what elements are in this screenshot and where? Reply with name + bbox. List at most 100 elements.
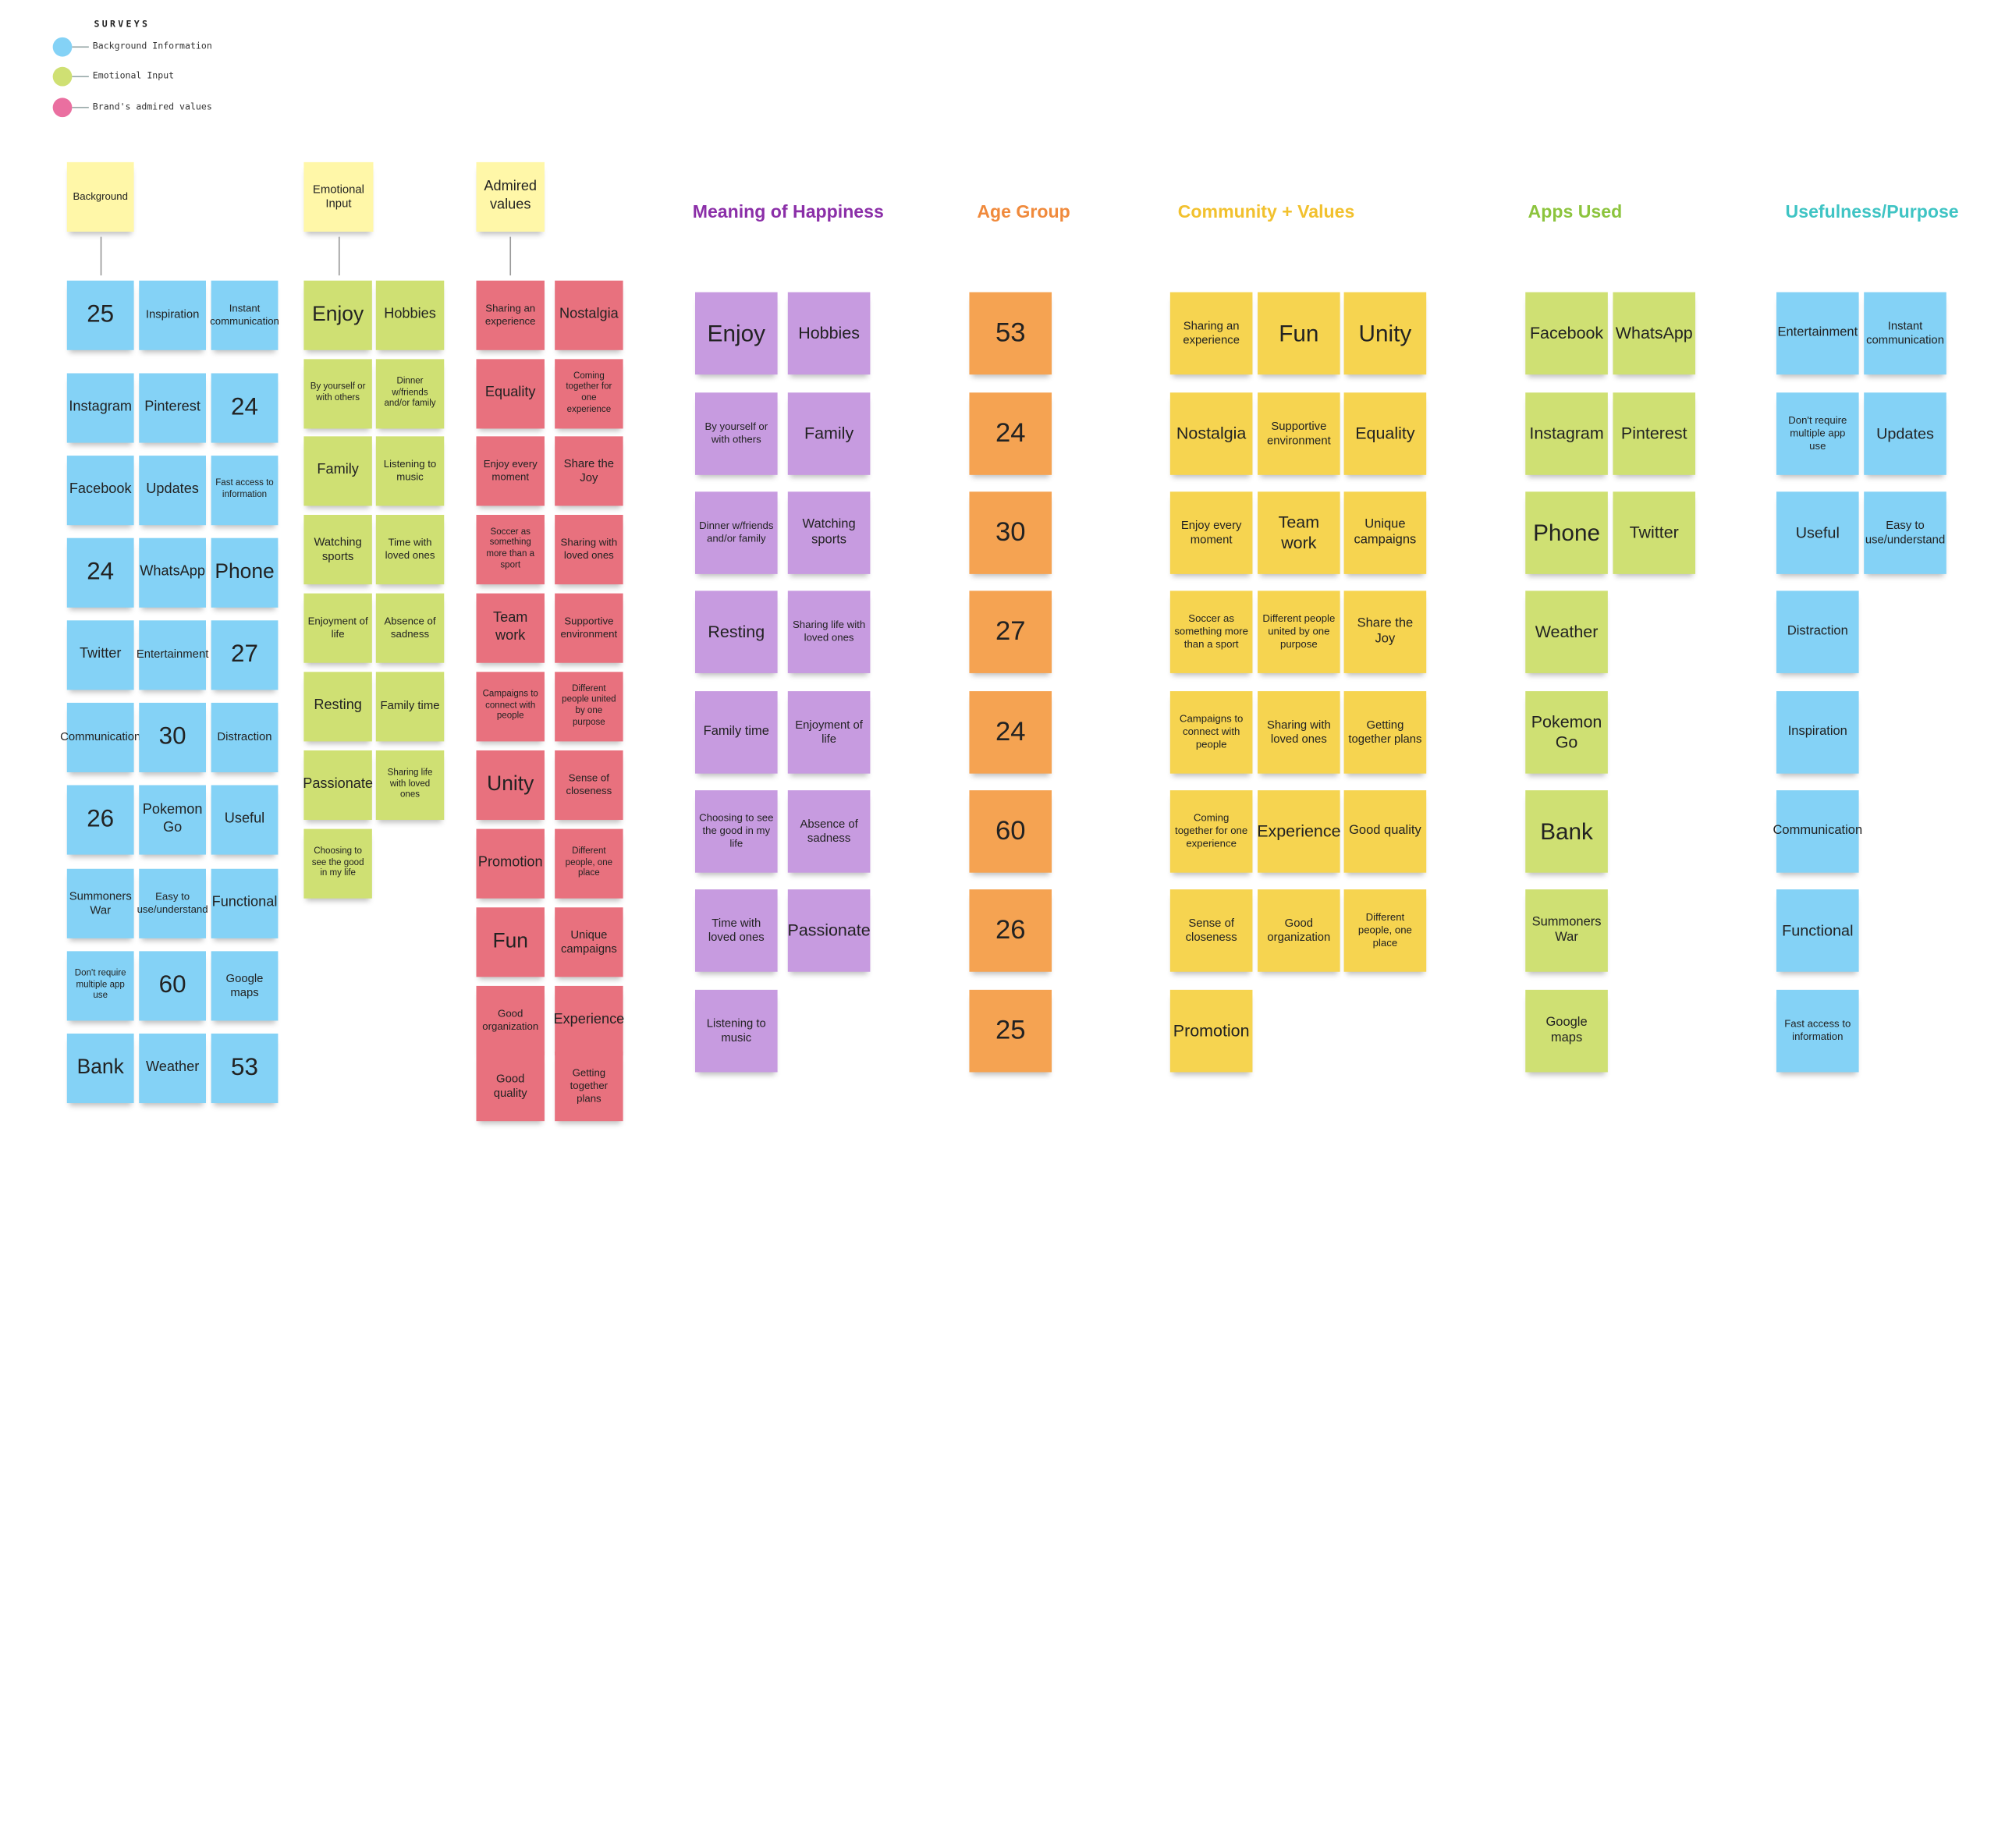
sticky-note[interactable]: 25 [66, 280, 134, 350]
sticky-note[interactable]: Communication [60, 702, 140, 772]
sticky-note[interactable]: Sense of closeness [1169, 889, 1253, 972]
sticky-note[interactable]: Team work [1258, 491, 1340, 574]
sticky-note[interactable]: Team work [476, 593, 545, 663]
sticky-note[interactable]: Summoners War [66, 868, 134, 938]
sticky-note[interactable]: Campaigns to connect with people [1169, 691, 1253, 774]
sticky-note[interactable]: Inspiration [1776, 691, 1859, 774]
sticky-note[interactable]: Watching sports [787, 491, 871, 574]
sticky-note[interactable]: WhatsApp [139, 537, 206, 608]
sticky-note[interactable]: Functional [1776, 889, 1859, 972]
sticky-note[interactable]: Enjoy [695, 292, 778, 375]
sticky-note[interactable]: Good organization [476, 985, 545, 1055]
sticky-note[interactable]: Equality [476, 359, 545, 429]
sticky-note[interactable]: Instagram [1525, 392, 1608, 475]
sticky-note[interactable]: Sharing with loved ones [1258, 691, 1340, 774]
sticky-note[interactable]: Don't require multiple app use [1776, 392, 1859, 475]
sticky-note[interactable]: Functional [211, 868, 279, 938]
sticky-note[interactable]: Sharing with loved ones [555, 515, 623, 585]
sticky-note[interactable]: Different people, one place [1343, 889, 1427, 972]
sticky-note[interactable]: Coming together for one experience [1169, 790, 1253, 873]
sticky-note[interactable]: Pokemon Go [139, 785, 206, 855]
sticky-note[interactable]: Resting [303, 672, 372, 742]
sticky-note[interactable]: Easy to use/understand [137, 868, 208, 938]
sticky-note[interactable]: Instagram [66, 373, 134, 443]
sticky-note[interactable]: Passionate [788, 889, 871, 972]
sticky-note[interactable]: Useful [211, 785, 279, 855]
sticky-note[interactable]: 30 [139, 702, 206, 772]
category-note-emotional[interactable]: Emotional Input [303, 161, 374, 232]
sticky-note[interactable]: Time with loved ones [375, 515, 445, 585]
sticky-note[interactable]: Instant communication [1864, 292, 1946, 375]
sticky-note[interactable]: Useful [1776, 491, 1859, 574]
sticky-note[interactable]: 60 [969, 790, 1052, 873]
sticky-note[interactable]: Family [787, 392, 871, 475]
sticky-note[interactable]: Google maps [211, 951, 279, 1021]
sticky-note[interactable]: Experience [1257, 790, 1341, 873]
sticky-note[interactable]: 53 [969, 292, 1052, 375]
sticky-note[interactable]: Twitter [1613, 491, 1696, 574]
sticky-note[interactable]: Unity [1343, 292, 1427, 375]
sticky-note[interactable]: Enjoy [303, 280, 372, 350]
sticky-note[interactable]: Choosing to see the good in my life [695, 790, 778, 873]
sticky-note[interactable]: Enjoyment of life [787, 691, 871, 774]
sticky-note[interactable]: Instant communication [210, 280, 279, 350]
sticky-note[interactable]: Sharing an experience [1169, 292, 1253, 375]
sticky-note[interactable]: Facebook [1525, 292, 1608, 375]
sticky-note[interactable]: Absence of sadness [375, 593, 445, 663]
sticky-note[interactable]: Passionate [303, 750, 373, 821]
sticky-note[interactable]: Google maps [1525, 989, 1608, 1073]
sticky-note[interactable]: WhatsApp [1613, 292, 1696, 375]
sticky-note[interactable]: Share the Joy [555, 436, 623, 506]
sticky-note[interactable]: Time with loved ones [695, 889, 778, 972]
sticky-note[interactable]: Promotion [1169, 989, 1253, 1073]
sticky-note[interactable]: Pokemon Go [1525, 691, 1608, 774]
sticky-note[interactable]: Getting together plans [1343, 691, 1427, 774]
sticky-note[interactable]: Inspiration [139, 280, 206, 350]
sticky-note[interactable]: Sharing an experience [476, 280, 545, 350]
sticky-note[interactable]: Supportive environment [555, 593, 623, 663]
sticky-note[interactable]: Fast access to information [1776, 989, 1859, 1073]
sticky-note[interactable]: 24 [66, 537, 134, 608]
sticky-note[interactable]: Entertainment [137, 620, 208, 690]
sticky-note[interactable]: Twitter [66, 620, 134, 690]
sticky-note[interactable]: Updates [139, 456, 206, 526]
sticky-note[interactable]: Soccer as something more than a sport [476, 515, 545, 585]
sticky-note[interactable]: Absence of sadness [787, 790, 871, 873]
sticky-note[interactable]: Summoners War [1525, 889, 1608, 972]
sticky-note[interactable]: Phone [211, 537, 279, 608]
sticky-note[interactable]: Watching sports [303, 515, 372, 585]
sticky-note[interactable]: Updates [1864, 392, 1946, 475]
sticky-note[interactable]: Distraction [211, 702, 279, 772]
sticky-note[interactable]: 60 [139, 951, 206, 1021]
sticky-note[interactable]: Choosing to see the good in my life [303, 828, 372, 899]
sticky-note[interactable]: By yourself or with others [303, 359, 372, 429]
sticky-note[interactable]: Don't require multiple app use [66, 951, 134, 1021]
sticky-note[interactable]: Sharing life with loved ones [787, 591, 871, 673]
sticky-note[interactable]: Coming together for one experience [555, 359, 623, 429]
sticky-note[interactable]: Hobbies [375, 280, 445, 350]
sticky-note[interactable]: Soccer as something more than a sport [1169, 591, 1253, 673]
sticky-note[interactable]: Supportive environment [1258, 392, 1340, 475]
sticky-note[interactable]: Good quality [1343, 790, 1427, 873]
sticky-note[interactable]: Family [303, 436, 372, 506]
sticky-note[interactable]: 24 [969, 392, 1052, 475]
sticky-note[interactable]: 24 [211, 373, 279, 443]
sticky-note[interactable]: Unity [476, 750, 545, 821]
sticky-note[interactable]: Unique campaigns [1343, 491, 1427, 574]
sticky-note[interactable]: Fun [1258, 292, 1340, 375]
sticky-note[interactable]: By yourself or with others [695, 392, 778, 475]
sticky-note[interactable]: Equality [1343, 392, 1427, 475]
sticky-note[interactable]: Entertainment [1776, 292, 1859, 375]
sticky-note[interactable]: Family time [375, 672, 445, 742]
sticky-note[interactable]: Different people united by one purpose [555, 672, 623, 742]
sticky-note[interactable]: 30 [969, 491, 1052, 574]
sticky-note[interactable]: Campaigns to connect with people [476, 672, 545, 742]
sticky-note[interactable]: Different people united by one purpose [1258, 591, 1340, 673]
sticky-note[interactable]: 25 [969, 989, 1052, 1073]
sticky-note[interactable]: Facebook [66, 456, 134, 526]
sticky-note[interactable]: 26 [969, 889, 1052, 972]
sticky-note[interactable]: Nostalgia [1169, 392, 1253, 475]
sticky-note[interactable]: Fast access to information [211, 456, 279, 526]
sticky-note[interactable]: Pinterest [139, 373, 206, 443]
